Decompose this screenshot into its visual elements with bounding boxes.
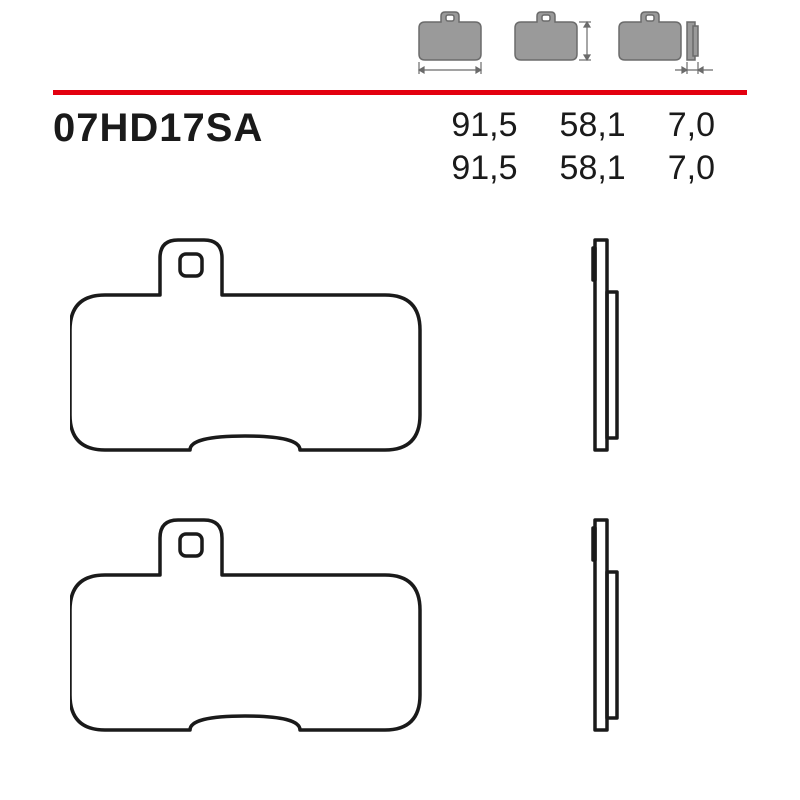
header-dimension-icons xyxy=(411,10,715,78)
thickness-value-2: 7,0 xyxy=(668,149,715,188)
width-dimension-icon xyxy=(411,10,489,78)
height-column: 58,1 58,1 xyxy=(560,106,626,188)
thickness-dimension-icon xyxy=(615,10,715,78)
width-value-2: 91,5 xyxy=(451,149,517,188)
thickness-column: 7,0 7,0 xyxy=(668,106,715,188)
technical-drawings xyxy=(70,230,720,770)
height-value-2: 58,1 xyxy=(560,149,626,188)
thickness-value-1: 7,0 xyxy=(668,106,715,145)
part-number: 07HD17SA xyxy=(53,106,263,151)
spec-row: 07HD17SA 91,5 91,5 58,1 58,1 7,0 7,0 xyxy=(53,106,715,188)
height-value-1: 58,1 xyxy=(560,106,626,145)
width-column: 91,5 91,5 xyxy=(451,106,517,188)
separator-line xyxy=(53,90,747,95)
width-value-1: 91,5 xyxy=(451,106,517,145)
height-dimension-icon xyxy=(511,10,593,78)
spec-values: 91,5 91,5 58,1 58,1 7,0 7,0 xyxy=(451,106,715,188)
